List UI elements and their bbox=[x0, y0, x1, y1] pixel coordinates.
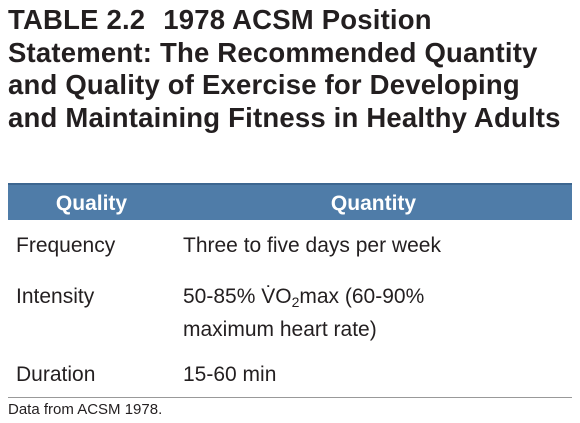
cell: Duration bbox=[16, 363, 96, 386]
header-cell: Quality bbox=[55, 192, 128, 215]
cell: Frequency bbox=[16, 234, 116, 257]
cell-text: maximum heart rate) bbox=[183, 318, 377, 341]
header-cell: Quantity bbox=[330, 192, 417, 215]
table-rule bbox=[8, 397, 572, 398]
source-note: Data from ACSM 1978. bbox=[8, 401, 163, 418]
table-label: TABLE 2.2 bbox=[8, 4, 146, 35]
table-title: TABLE 2.2 1978 ACSM Position Statement: T… bbox=[8, 4, 576, 134]
cell: 50-85% V̇O2max (60-90% maximum heart rate… bbox=[183, 283, 424, 344]
table-title-text: 1978 ACSM Position Statement: The Recomm… bbox=[8, 4, 561, 133]
cell-text: max (60-90% bbox=[299, 285, 425, 308]
cell: Intensity bbox=[16, 285, 95, 308]
cell-symbol: V̇O bbox=[261, 285, 292, 308]
header-row: Quality Quantity bbox=[8, 183, 572, 220]
cell-subscript: 2 bbox=[291, 294, 300, 310]
cell: Three to five days per week bbox=[183, 234, 441, 257]
cell: 15-60 min bbox=[183, 363, 277, 386]
cell-text: 50-85% bbox=[183, 285, 262, 308]
